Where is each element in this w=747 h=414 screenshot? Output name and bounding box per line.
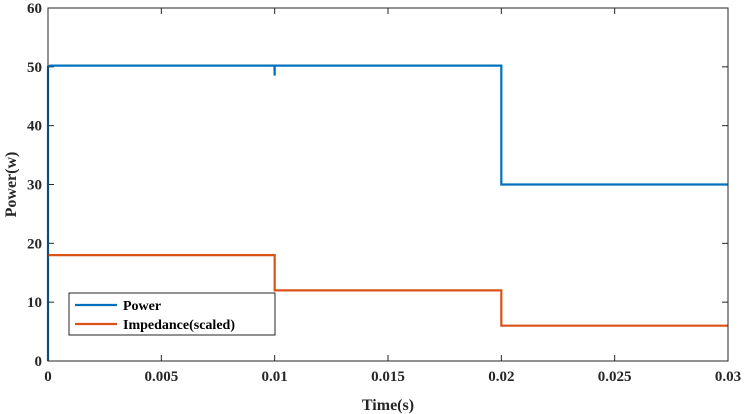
series-line-2 bbox=[48, 254, 728, 327]
x-tick-label: 0.03 bbox=[715, 369, 741, 385]
x-tick-label: 0.025 bbox=[598, 369, 632, 385]
tick-labels: 0 0.005 0.01 0.015 0.02 0.025 0.03 0 10 20 30 40 50 6… bbox=[27, 1, 741, 385]
y-tick-label: 50 bbox=[27, 60, 42, 76]
y-tick-label: 60 bbox=[27, 1, 42, 17]
legend-label-1: Power bbox=[123, 299, 161, 314]
y-tick-label: 10 bbox=[27, 295, 42, 311]
legend-box bbox=[68, 292, 276, 336]
y-tick-label: 30 bbox=[27, 178, 42, 194]
y-tick-label: 40 bbox=[27, 119, 42, 135]
y-tick-label: 20 bbox=[27, 236, 42, 252]
legend: Power Impedance(scaled) bbox=[68, 292, 276, 336]
x-tick-label: 0 bbox=[44, 369, 52, 385]
plot-area-frame bbox=[47, 7, 729, 362]
x-tick-label: 0.015 bbox=[371, 369, 405, 385]
x-axis-label: Time(s) bbox=[362, 397, 414, 414]
x-tick-label: 0.02 bbox=[488, 369, 514, 385]
series-lines bbox=[46, 64, 728, 361]
x-tick-label: 0.01 bbox=[262, 369, 288, 385]
series-line-1 bbox=[46, 64, 728, 361]
y-tick-label: 0 bbox=[35, 354, 43, 370]
x-tick-label: 0.005 bbox=[144, 369, 178, 385]
y-axis-label: Power(w) bbox=[3, 152, 20, 218]
legend-label-2: Impedance(scaled) bbox=[123, 318, 235, 333]
